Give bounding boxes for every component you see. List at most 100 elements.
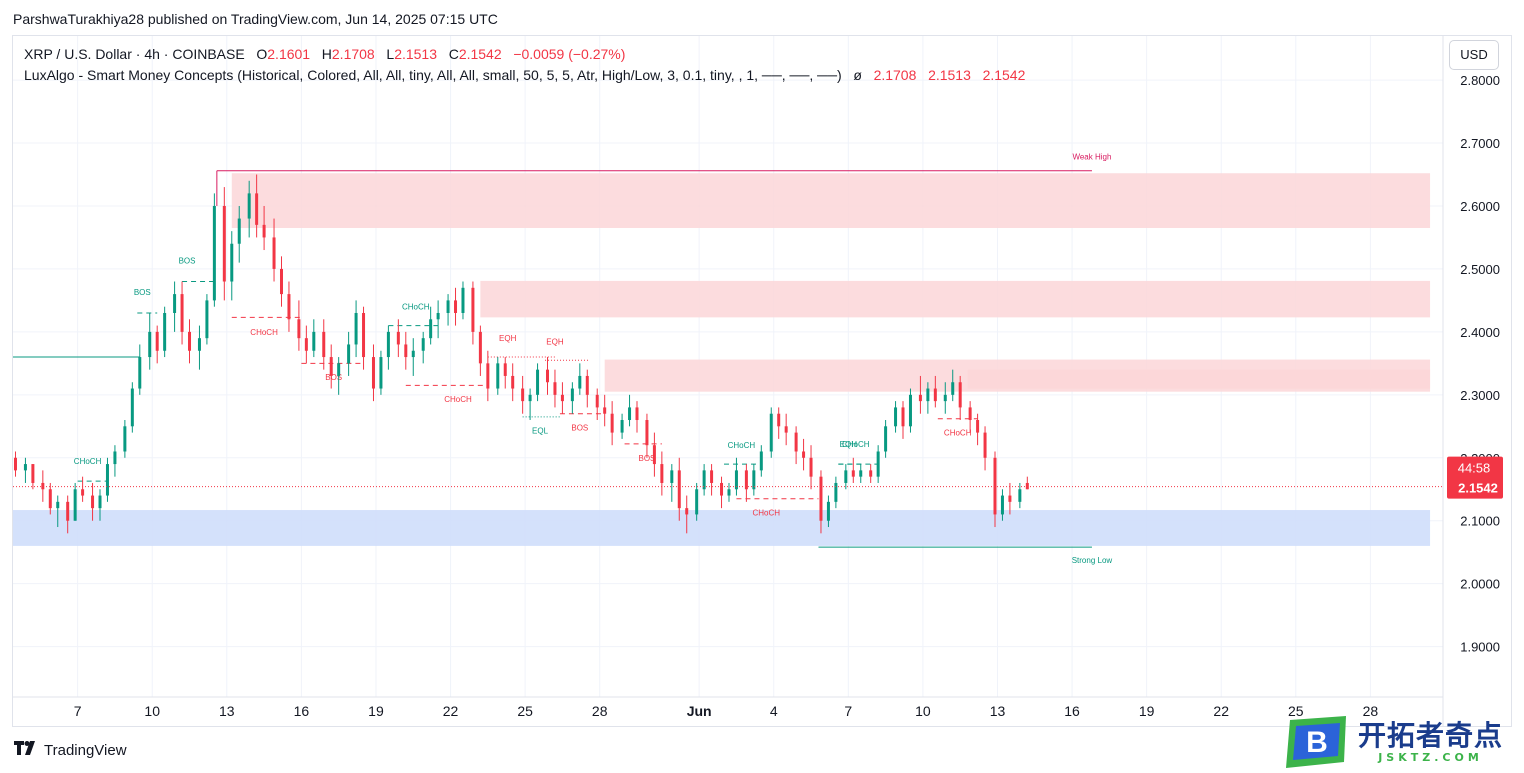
level-label: Strong Low: [1072, 556, 1113, 565]
candle-body: [197, 338, 201, 351]
indicator-title[interactable]: LuxAlgo - Smart Money Concepts (Historic…: [24, 67, 842, 83]
candle-body: [794, 432, 798, 452]
candle-body: [230, 243, 234, 282]
candle-body: [123, 426, 127, 452]
candle-body: [41, 482, 45, 490]
supply-zone: [231, 173, 1431, 229]
candle-body: [48, 489, 52, 509]
candle-body: [958, 382, 962, 408]
structure-label: CHoCH: [842, 440, 870, 449]
candle-body: [247, 193, 251, 219]
candle-body: [272, 237, 276, 269]
structure-label: BOS: [325, 373, 342, 382]
candle-body: [287, 294, 291, 320]
candle-body: [429, 319, 433, 339]
price-tick-label: 2.4000: [1460, 325, 1500, 340]
time-tick-label: 4: [770, 703, 778, 719]
level-label: Weak High: [1072, 153, 1111, 162]
symbol-title[interactable]: XRP / U.S. Dollar · 4h · COINBASE: [24, 46, 245, 62]
candle-body: [727, 489, 731, 496]
candle-body: [13, 457, 17, 471]
time-tick-label: 7: [74, 703, 82, 719]
candle-body: [91, 495, 95, 509]
indicator-legend[interactable]: LuxAlgo - Smart Money Concepts (Historic…: [24, 67, 1025, 83]
candle-body: [446, 300, 450, 313]
candle-body: [894, 407, 898, 427]
tradingview-logo[interactable]: TradingView: [14, 741, 127, 759]
tradingview-mark-icon: [14, 741, 38, 759]
candle-body: [1000, 495, 1004, 515]
candle-body: [777, 413, 781, 427]
candle-body: [354, 312, 358, 345]
symbol-legend[interactable]: XRP / U.S. Dollar · 4h · COINBASE O2.160…: [24, 46, 625, 62]
last-price-label: 2.1542: [1458, 481, 1498, 496]
chart-frame: [12, 35, 1512, 727]
structure-label: CHoCH: [944, 429, 972, 438]
candle-body: [163, 312, 167, 351]
candle-body: [1008, 495, 1012, 502]
candle-body: [635, 407, 639, 421]
candle-body: [255, 193, 259, 225]
watermark-letter: B: [1306, 726, 1328, 759]
candle-body: [66, 501, 70, 521]
candle-body: [279, 268, 283, 295]
candle-body: [819, 476, 823, 521]
candle-body: [138, 357, 142, 389]
candle-body: [809, 457, 813, 477]
candle-body: [660, 464, 664, 483]
candle-body: [677, 470, 681, 509]
price-tick-label: 2.3000: [1460, 388, 1500, 403]
candle-body: [347, 344, 351, 364]
structure-label: BOS: [638, 454, 655, 463]
candle-body: [454, 300, 458, 313]
candle-body: [546, 369, 550, 383]
time-tick-label: 16: [294, 703, 310, 719]
candle-body: [695, 489, 699, 515]
candle-body: [628, 407, 632, 421]
candle-body: [595, 394, 599, 408]
candle-body: [528, 394, 532, 402]
close-label: C: [448, 46, 459, 62]
candle-body: [869, 470, 873, 477]
structure-label: BOS: [571, 424, 588, 433]
candle-body: [784, 426, 788, 433]
time-tick-label: 19: [368, 703, 384, 719]
candle-body: [951, 382, 955, 395]
structure-label: BOS: [134, 288, 151, 297]
candle-body: [685, 508, 689, 515]
structure-label: EQH: [499, 334, 517, 343]
candle-body: [113, 451, 117, 465]
candle-body: [968, 407, 972, 421]
candle-body: [918, 394, 922, 402]
candle-body: [976, 420, 980, 433]
candle-body: [884, 426, 888, 452]
high-label: H: [321, 46, 332, 62]
candle-body: [411, 350, 415, 358]
structure-label: CHoCH: [728, 441, 756, 450]
candle-body: [570, 388, 574, 402]
tradingview-wordmark: TradingView: [44, 741, 127, 759]
close-value: 2.1542: [458, 46, 502, 62]
candle-body: [876, 451, 880, 477]
candle-body: [73, 489, 77, 521]
open-value: 2.1601: [267, 46, 311, 62]
candle-body: [752, 470, 756, 490]
candle-body: [993, 457, 997, 515]
candle-body: [851, 470, 855, 477]
currency-button[interactable]: USD: [1449, 40, 1499, 70]
candle-body: [578, 375, 582, 389]
candle-body: [859, 470, 863, 477]
candle-body: [329, 357, 333, 376]
candle-body: [23, 464, 27, 471]
candle-body: [188, 331, 192, 351]
candle-body: [496, 363, 500, 389]
demand-zone: [13, 510, 1431, 546]
structure-label: CHoCH: [444, 395, 472, 404]
candle-body: [710, 470, 714, 483]
candle-body: [337, 363, 341, 376]
candle-body: [237, 218, 241, 244]
time-tick-label: 10: [915, 703, 931, 719]
candle-body: [511, 375, 515, 389]
